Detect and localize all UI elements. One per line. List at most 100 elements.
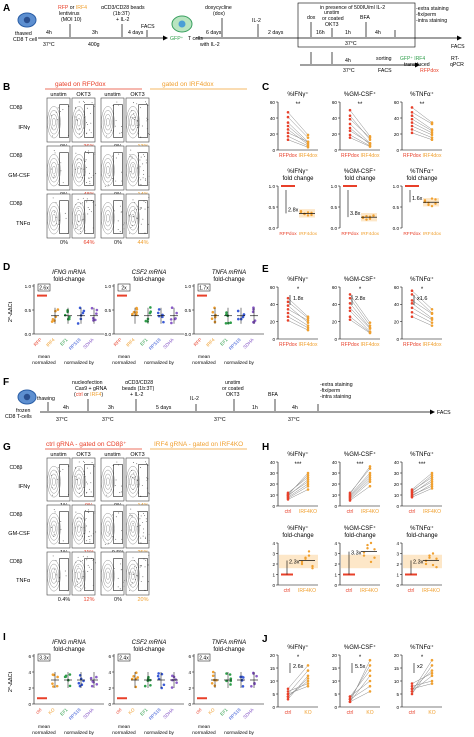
flow-event-dot <box>90 482 92 484</box>
paired-point-a <box>348 497 352 500</box>
flow-gate <box>59 558 69 592</box>
paired-line <box>287 475 309 495</box>
flow-event-dot <box>148 555 150 557</box>
flow-event-dot <box>117 229 119 231</box>
mrna-x-label: EF1 <box>219 707 229 717</box>
paired-plot-title: %GM-CSF⁺ <box>344 644 376 651</box>
flow-event-dot <box>85 166 87 168</box>
paired-point-b <box>306 677 310 680</box>
b-head-rfp: gated on RFPdox <box>55 81 106 88</box>
y-tick-label: 15 <box>332 666 338 671</box>
flow-event-dot <box>145 536 146 538</box>
flow-event-dot <box>82 560 83 562</box>
flow-event-dot <box>75 478 77 480</box>
fold-point <box>310 213 313 217</box>
flow-event-dot <box>94 465 96 467</box>
flow-event-dot <box>128 214 130 216</box>
mrna-x-label: SDHA <box>82 707 95 720</box>
flow-col-header: OKT3 <box>76 92 90 98</box>
flow-event-dot <box>75 572 77 574</box>
flow-contour <box>52 214 56 223</box>
flow-event-dot <box>132 199 134 201</box>
a-okt3: OKT3 <box>325 22 339 28</box>
paired-point-b <box>368 690 372 693</box>
fold-point <box>373 556 376 559</box>
flow-event-dot <box>131 110 133 112</box>
f-nucleo: nucleofection <box>72 380 103 386</box>
flow-event-dot <box>140 156 142 158</box>
flow-event-dot <box>80 526 82 528</box>
y-tick-label: 40 <box>270 116 276 121</box>
flow-event-dot <box>75 527 76 529</box>
paired-point-b <box>430 679 434 683</box>
mrna-x-label: KO <box>47 707 56 716</box>
a-cd8: CD8 T cell <box>13 37 37 43</box>
x-label-a: ctrl <box>409 509 416 515</box>
fold-change-label: 2.8x <box>288 207 299 213</box>
flow-contour <box>127 516 138 541</box>
flow-event-dot <box>140 207 142 209</box>
mrna-x-label: EF1 <box>139 707 149 717</box>
flow-event-dot <box>111 536 113 538</box>
f-extra3: -intra staining <box>320 394 351 400</box>
fold-plot-title: %IFNγ⁺ <box>287 168 308 175</box>
mrna-x-label: SDHA <box>242 707 255 720</box>
a-dox: dox <box>307 15 316 21</box>
y-tick-label: 4 <box>334 541 337 546</box>
flow-event-dot <box>62 468 64 470</box>
flow-event-dot <box>91 462 93 464</box>
paired-point-a <box>286 307 290 311</box>
x-label-a: RFPdox <box>341 342 360 348</box>
flow-event-dot <box>143 558 145 560</box>
paired-line <box>287 685 309 695</box>
flow-event-dot <box>140 467 142 468</box>
paired-point-b <box>368 476 372 479</box>
paired-line <box>287 489 309 500</box>
flow-event-dot <box>148 181 150 183</box>
x-label-b: IRF4KO <box>298 588 316 594</box>
paired-point-b <box>368 478 372 481</box>
flow-contour <box>48 469 59 494</box>
flow-event-dot <box>57 107 59 109</box>
flow-gate <box>113 104 123 138</box>
cell-nucleus-icon <box>23 16 31 24</box>
y-tick-label: 60 <box>332 100 338 105</box>
y-tick-label: 10 <box>394 493 400 498</box>
flow-col-header: OKT3 <box>130 92 144 98</box>
flow-event-dot <box>59 111 61 112</box>
mrna-point <box>143 684 147 688</box>
flow-event-dot <box>75 107 77 109</box>
mrna-point <box>156 674 160 678</box>
y-tick-label: 1.0 <box>25 284 32 289</box>
mrna-point <box>132 310 136 314</box>
paired-line <box>411 125 433 136</box>
flow-event-dot <box>118 153 120 155</box>
fold-point <box>366 543 369 547</box>
y-tick-label: 0 <box>396 148 399 153</box>
fold-change-label: 5.5x <box>355 664 366 670</box>
flow-contour <box>77 571 81 580</box>
flow-contour <box>126 106 140 139</box>
flow-event-dot <box>51 474 52 476</box>
paired-point-a <box>348 302 352 305</box>
flow-gate <box>138 104 148 138</box>
flow-contour <box>72 106 86 139</box>
mrna-x-label: EF1 <box>59 707 69 717</box>
fold-change-label: 1.7x <box>199 286 209 292</box>
paired-line <box>411 488 433 498</box>
f-cd8: CD8 T-cells <box>5 414 32 420</box>
flow-event-dot <box>139 208 141 210</box>
x-label-a: ctrl <box>284 588 291 594</box>
paired-point-a <box>410 114 414 118</box>
a-facsb: FACS <box>378 68 392 74</box>
mrna-group-subtitle: fold-change <box>53 277 85 283</box>
paired-line <box>349 118 371 138</box>
flow-contour <box>52 524 56 533</box>
y-tick-label: 3 <box>272 551 275 556</box>
flow-event-dot <box>115 180 117 182</box>
significance-marker: * <box>297 655 300 661</box>
flow-event-dot <box>132 582 133 584</box>
y-tick-label: 40 <box>332 302 338 307</box>
